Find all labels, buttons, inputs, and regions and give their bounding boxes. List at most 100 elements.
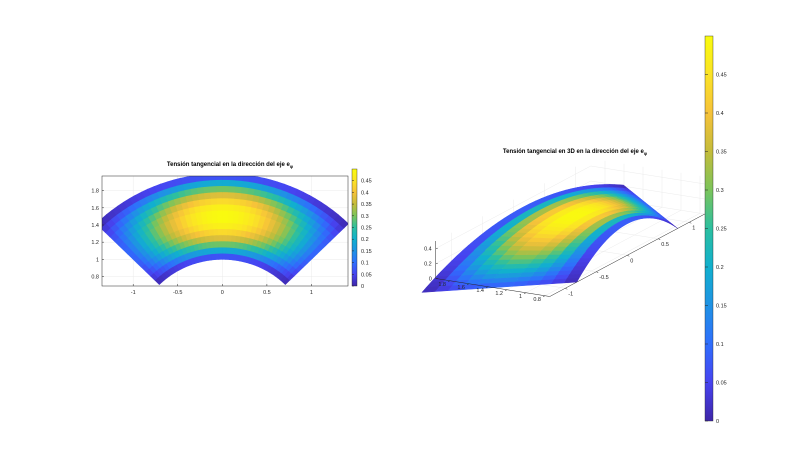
surface-cell [237, 210, 245, 219]
surface-cell [222, 222, 228, 230]
surface-cell [218, 252, 223, 260]
plot-3d-title: Tensión tangencial en 3D en la dirección… [503, 149, 648, 156]
x-tick-label: -0.5 [173, 290, 182, 296]
y-tick-label: 1 [96, 257, 99, 263]
surface-cell [231, 222, 238, 230]
colorbar-tick-label: 0.2 [361, 237, 369, 243]
surface-cell [211, 210, 218, 218]
surface-cell [238, 204, 246, 213]
colorbar-tick-label: 0.25 [361, 226, 372, 232]
colorbar-tick-label: 0.3 [361, 214, 369, 220]
x-tick-label: 0 [630, 258, 633, 264]
colorbar-tick-label: 0 [361, 284, 364, 290]
surface-cell [230, 234, 237, 242]
colorbar-tick-label: 0.35 [361, 202, 372, 208]
plot-2d-x-ticks: -1 -0.5 0 0.5 1 [131, 284, 313, 296]
colorbar-tick-label: 0.15 [716, 304, 727, 310]
y-tick-label: 0.8 [533, 297, 541, 303]
colorbar-tick-label: 0.05 [361, 272, 372, 278]
y-tick-label: 1.2 [495, 291, 503, 297]
z-tick-label: 0.2 [424, 262, 432, 268]
surface-cell [227, 216, 234, 224]
y-tick-label: 1.4 [91, 223, 99, 229]
plot-2d: Tensión tangencial en la dirección del e… [91, 162, 349, 296]
surface-cell [215, 179, 223, 187]
surface-cell [234, 185, 243, 194]
surface-cell [222, 216, 228, 223]
surface-cell [216, 209, 223, 217]
surface-cell [670, 223, 678, 229]
surface-cell [210, 203, 218, 211]
x-tick-label: 0 [221, 290, 224, 296]
surface-cell [204, 198, 212, 206]
y-tick-label: 1.4 [476, 288, 484, 294]
plot-2d-y-ticks: 0.8 1 1.2 1.4 1.6 1.8 [91, 189, 104, 281]
surface-cell [228, 179, 237, 187]
surface-cell [211, 216, 218, 224]
y-tick-label: 1.6 [457, 285, 465, 291]
colorbar-tick-label: 0.35 [716, 150, 727, 156]
z-grid-line [435, 165, 705, 249]
y-tick-mark [523, 292, 527, 294]
x-tick-mark [658, 238, 661, 240]
surface-cell [234, 179, 243, 188]
x-tick-label: 0.5 [661, 242, 669, 248]
plot-2d-axes-box [101, 175, 349, 287]
surface-cell [222, 179, 230, 187]
y-axis-line [435, 278, 550, 297]
x-tick-mark [596, 271, 599, 273]
surface-cell [201, 176, 210, 182]
surface-cell [226, 240, 232, 248]
plot-3d: Tensión tangencial en 3D en la dirección… [421, 149, 705, 303]
surface-cell [216, 216, 223, 223]
y-tick-label: 1 [519, 294, 522, 300]
surface-cell [194, 176, 203, 182]
colorbar-tick-label: 0.1 [361, 261, 369, 267]
surface-cell [222, 191, 229, 199]
surface-cell [217, 234, 223, 242]
surface-cell [239, 198, 247, 207]
surface-cell [226, 222, 233, 230]
x-tick-mark [689, 222, 692, 224]
colorbar-tick-label: 0.3 [716, 188, 724, 194]
x-tick-label: 0.5 [263, 290, 271, 296]
surface-cell [232, 210, 240, 218]
surface-cell [239, 192, 248, 201]
surface-cell [226, 234, 232, 242]
y-tick-mark [542, 295, 546, 297]
plot-3d-ticks: -1 -0.5 0 0.5 1 0.8 1 1.2 1.4 1.6 1.8 0 0.2 0.4 [424, 213, 705, 303]
plot-3d-colorbar: 0 0.05 0.1 0.15 0.2 0.25 0.3 0.35 0.4 0.45 [704, 35, 727, 425]
surface-cell [102, 223, 111, 233]
surface-cell [421, 286, 440, 293]
surface-cell [235, 176, 244, 182]
surface-cell [217, 240, 223, 248]
colorbar-tick-label: 0.25 [716, 227, 727, 233]
surface-cell [201, 179, 210, 188]
x-tick-mark [627, 255, 630, 257]
z-tick-label: 0.4 [424, 247, 432, 253]
y-tick-label: 1.8 [91, 189, 99, 195]
surface-cell [215, 185, 223, 193]
surface-cell [222, 209, 229, 217]
surface-cell [222, 185, 230, 193]
surface-cell [217, 222, 223, 230]
surface-cell [232, 204, 240, 212]
colorbar-tick-label: 0.4 [716, 111, 724, 117]
surface-cell [209, 191, 217, 199]
surface-cell [217, 228, 223, 236]
colorbar-tick-label: 0 [716, 419, 719, 425]
x-tick-label: 1 [310, 290, 313, 296]
surface-cell [215, 191, 223, 199]
plot-2d-surface [102, 176, 348, 285]
y-tick-label: 0.8 [91, 275, 99, 281]
surface-cell [227, 203, 235, 211]
surface-cell [216, 203, 223, 211]
x-tick-label: -1 [568, 291, 573, 297]
surface-cell [216, 197, 223, 205]
colorbar-tick-label: 0.45 [361, 179, 372, 185]
surface-cell [222, 246, 227, 254]
surface-cell [204, 204, 212, 212]
surface-cell [225, 246, 231, 254]
y-tick-label: 1.2 [91, 240, 99, 246]
